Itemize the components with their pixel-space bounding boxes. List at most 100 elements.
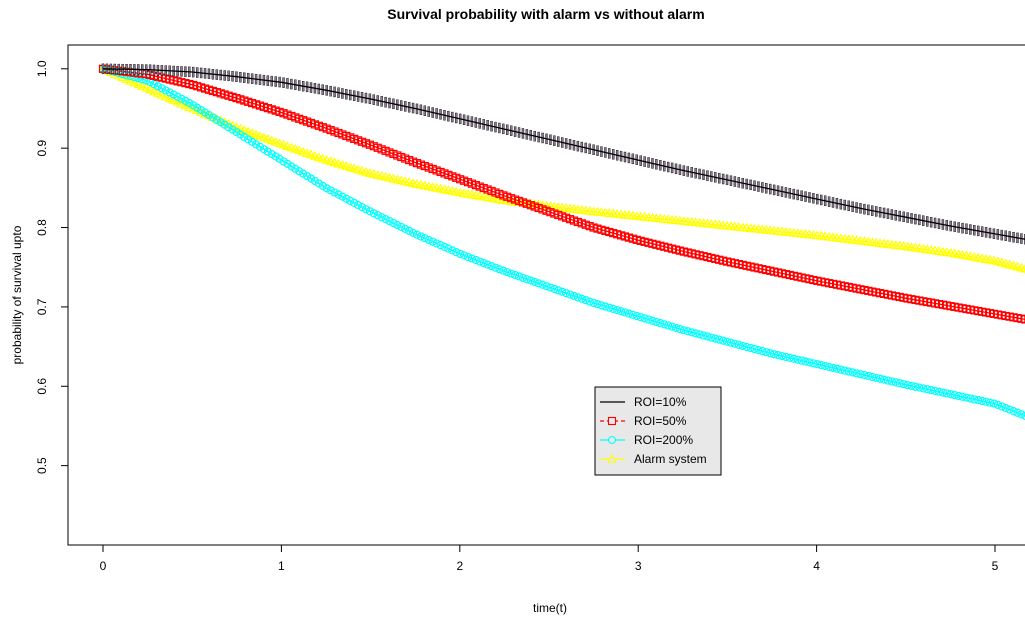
point-marker bbox=[452, 248, 461, 257]
point-marker bbox=[907, 381, 916, 391]
point-marker bbox=[919, 384, 928, 393]
point-marker bbox=[836, 365, 845, 374]
point-marker bbox=[1005, 405, 1014, 414]
point-marker bbox=[507, 269, 516, 278]
point-marker bbox=[876, 374, 885, 383]
x-tick-label: 5 bbox=[992, 559, 999, 573]
point-marker bbox=[989, 399, 999, 408]
point-marker bbox=[538, 280, 547, 289]
point-marker bbox=[726, 338, 736, 347]
point-marker bbox=[369, 209, 378, 218]
point-marker bbox=[357, 202, 367, 212]
point-marker bbox=[444, 244, 453, 253]
series-line bbox=[102, 68, 1025, 321]
point-marker bbox=[773, 351, 783, 360]
point-marker bbox=[334, 190, 343, 199]
point-marker bbox=[440, 242, 449, 252]
series-alarm-system bbox=[97, 63, 1025, 274]
point-marker bbox=[703, 332, 712, 341]
point-marker bbox=[648, 316, 657, 325]
point-marker bbox=[978, 396, 987, 406]
point-marker bbox=[495, 265, 504, 274]
point-marker bbox=[809, 359, 818, 368]
point-marker bbox=[354, 200, 363, 210]
point-marker bbox=[664, 321, 673, 330]
point-marker bbox=[177, 94, 186, 103]
point-marker bbox=[801, 357, 810, 366]
point-marker bbox=[373, 211, 382, 220]
point-marker bbox=[813, 360, 822, 369]
point-marker bbox=[1021, 411, 1025, 420]
point-marker bbox=[844, 367, 853, 376]
point-marker bbox=[828, 363, 838, 372]
point-marker bbox=[695, 330, 704, 339]
point-marker bbox=[385, 216, 394, 226]
point-marker bbox=[671, 323, 681, 332]
legend-label: ROI=200% bbox=[634, 433, 693, 447]
point-marker bbox=[628, 310, 637, 319]
point-marker bbox=[640, 314, 649, 323]
point-marker bbox=[338, 192, 347, 201]
point-marker bbox=[350, 198, 359, 208]
point-marker bbox=[412, 230, 422, 239]
point-marker bbox=[899, 380, 908, 389]
point-marker bbox=[581, 296, 590, 305]
point-marker bbox=[365, 207, 374, 216]
legend-swatch-marker bbox=[607, 453, 617, 463]
legend-label: Alarm system bbox=[634, 452, 707, 466]
point-marker bbox=[707, 333, 716, 342]
point-marker bbox=[683, 327, 692, 336]
point-marker bbox=[915, 383, 924, 392]
point-marker bbox=[169, 90, 178, 99]
point-marker bbox=[679, 326, 688, 335]
point-marker bbox=[958, 392, 967, 401]
point-marker bbox=[593, 300, 602, 309]
series-roi-50- bbox=[98, 64, 1025, 324]
point-marker bbox=[868, 372, 877, 382]
point-marker bbox=[554, 286, 563, 295]
chart-title: Survival probability with alarm vs witho… bbox=[387, 6, 704, 22]
point-marker bbox=[644, 315, 653, 324]
point-marker bbox=[879, 375, 889, 384]
point-marker bbox=[475, 257, 484, 266]
y-tick-label: 1.0 bbox=[35, 60, 49, 77]
point-marker bbox=[605, 303, 614, 312]
x-tick-label: 4 bbox=[813, 559, 820, 573]
point-marker bbox=[405, 226, 414, 235]
point-marker bbox=[824, 362, 834, 372]
x-axis-label: time(t) bbox=[533, 601, 567, 615]
point-marker bbox=[585, 297, 594, 306]
point-marker bbox=[817, 361, 826, 370]
point-marker bbox=[322, 184, 331, 193]
plot-frame bbox=[67, 44, 1025, 546]
point-marker bbox=[852, 369, 861, 378]
legend-swatch-marker bbox=[607, 435, 617, 445]
point-marker bbox=[573, 293, 583, 302]
point-marker bbox=[691, 329, 700, 338]
point-marker bbox=[342, 194, 351, 203]
point-marker bbox=[734, 340, 743, 349]
point-marker bbox=[946, 390, 955, 399]
point-marker bbox=[601, 302, 610, 311]
point-marker bbox=[675, 324, 685, 334]
point-marker bbox=[715, 335, 724, 344]
y-axis: 0.5 0.6 0.7 0.8 0.9 1.0 bbox=[35, 60, 68, 474]
point-marker bbox=[589, 298, 598, 308]
x-tick-label: 2 bbox=[456, 559, 463, 573]
point-marker bbox=[526, 276, 535, 285]
point-marker bbox=[546, 283, 555, 292]
point-marker bbox=[770, 350, 779, 359]
point-marker bbox=[667, 322, 677, 331]
point-marker bbox=[416, 232, 426, 241]
point-marker bbox=[456, 249, 465, 258]
point-marker bbox=[891, 378, 900, 387]
legend-swatch-marker bbox=[607, 416, 617, 426]
point-marker bbox=[758, 347, 767, 356]
point-marker bbox=[938, 388, 948, 397]
point-marker bbox=[393, 220, 402, 230]
point-marker bbox=[805, 358, 814, 367]
point-marker bbox=[530, 277, 539, 287]
x-axis: 0 1 2 3 4 5 bbox=[100, 545, 999, 573]
series-line bbox=[102, 68, 1025, 240]
